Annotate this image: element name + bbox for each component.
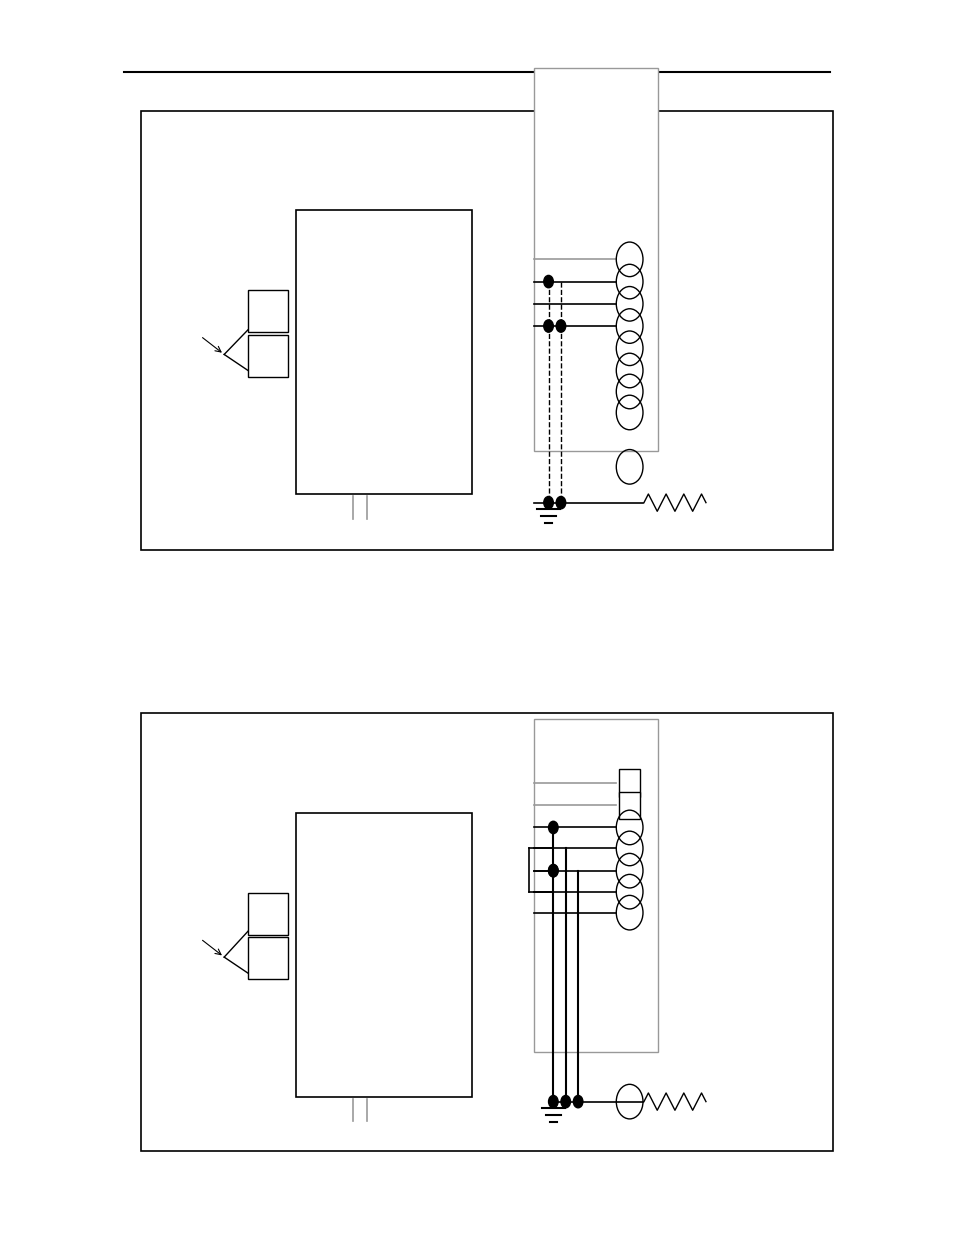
Bar	[141, 111, 832, 550]
Bar	[618, 769, 639, 797]
Circle shape	[548, 864, 558, 877]
Circle shape	[543, 320, 553, 332]
Bar	[295, 813, 472, 1097]
Circle shape	[548, 864, 558, 877]
Bar	[534, 68, 658, 451]
Circle shape	[548, 821, 558, 834]
Circle shape	[560, 1095, 570, 1108]
Bar	[534, 719, 658, 1052]
Circle shape	[573, 1095, 582, 1108]
Bar	[248, 937, 288, 979]
Circle shape	[556, 496, 565, 509]
Bar	[248, 335, 288, 377]
Bar	[141, 713, 832, 1151]
Bar	[295, 210, 472, 494]
Bar	[248, 290, 288, 332]
Circle shape	[543, 496, 553, 509]
Circle shape	[548, 1095, 558, 1108]
Circle shape	[543, 275, 553, 288]
Bar	[618, 792, 639, 819]
Circle shape	[556, 320, 565, 332]
Bar	[248, 893, 288, 935]
